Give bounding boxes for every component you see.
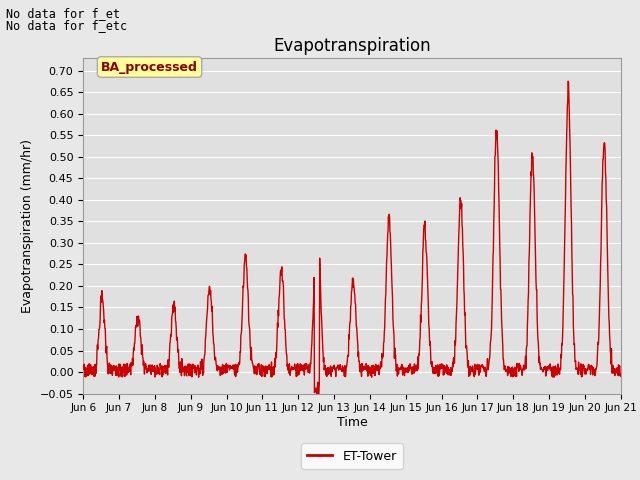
Text: No data for f_et: No data for f_et [6, 7, 120, 20]
Text: BA_processed: BA_processed [101, 60, 198, 73]
Text: No data for f_etc: No data for f_etc [6, 19, 127, 32]
Y-axis label: Evapotranspiration (mm/hr): Evapotranspiration (mm/hr) [21, 139, 34, 312]
Title: Evapotranspiration: Evapotranspiration [273, 36, 431, 55]
Legend: ET-Tower: ET-Tower [301, 444, 403, 469]
X-axis label: Time: Time [337, 416, 367, 429]
